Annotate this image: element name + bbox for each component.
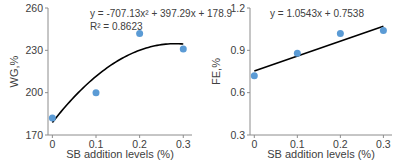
y-tick-label: 260 bbox=[25, 2, 43, 14]
x-axis-label: SB addition levels (%) bbox=[267, 148, 375, 160]
trendline bbox=[52, 44, 183, 123]
y-tick-label: 1.2 bbox=[230, 2, 245, 14]
y-tick-label: 230 bbox=[25, 44, 43, 56]
y-axis-line bbox=[48, 8, 49, 135]
y-tick bbox=[247, 50, 250, 51]
data-point bbox=[180, 45, 187, 52]
trendline bbox=[254, 26, 383, 71]
data-point bbox=[251, 72, 258, 79]
y-tick bbox=[45, 50, 48, 51]
data-point bbox=[49, 115, 56, 122]
equation-annotation: y = -707.13x² + 397.29x + 178.9 bbox=[90, 8, 232, 19]
data-point bbox=[93, 89, 100, 96]
y-axis-line bbox=[250, 8, 251, 135]
x-axis-label: SB addition levels (%) bbox=[66, 148, 174, 160]
y-tick-label: 0.6 bbox=[230, 86, 245, 98]
y-tick-label: 0.3 bbox=[230, 129, 245, 141]
figure: 17020023026000.10.20.3WG,%SB addition le… bbox=[0, 0, 400, 161]
y-tick bbox=[45, 8, 48, 9]
chart-panel: 0.30.60.91.200.10.20.3FE,%SB addition le… bbox=[210, 2, 392, 161]
x-tick-label: 0 bbox=[49, 138, 55, 150]
data-point bbox=[380, 27, 387, 34]
data-point bbox=[294, 50, 301, 57]
data-point bbox=[337, 30, 344, 37]
y-tick-label: 170 bbox=[25, 129, 43, 141]
x-axis-line bbox=[250, 135, 392, 136]
y-tick bbox=[45, 135, 48, 136]
y-tick bbox=[247, 135, 250, 136]
chart-panel: 17020023026000.10.20.3WG,%SB addition le… bbox=[8, 2, 232, 161]
y-tick-label: 200 bbox=[25, 86, 43, 98]
y-tick-label: 0.9 bbox=[230, 44, 245, 56]
y-axis-label: WG,% bbox=[8, 55, 20, 87]
y-axis-label: FE,% bbox=[210, 58, 222, 85]
y-tick bbox=[45, 92, 48, 93]
plot-area bbox=[49, 30, 187, 123]
y-tick bbox=[247, 92, 250, 93]
y-tick bbox=[247, 8, 250, 9]
x-tick-label: 0.3 bbox=[176, 138, 191, 150]
x-tick-label: 0.3 bbox=[376, 138, 391, 150]
plot-area bbox=[251, 26, 387, 79]
x-tick-label: 0 bbox=[251, 138, 257, 150]
equation-annotation: R² = 0.8623 bbox=[90, 21, 143, 32]
equation-annotation: y = 1.0543x + 0.7538 bbox=[270, 8, 364, 19]
x-axis-line bbox=[48, 135, 192, 136]
